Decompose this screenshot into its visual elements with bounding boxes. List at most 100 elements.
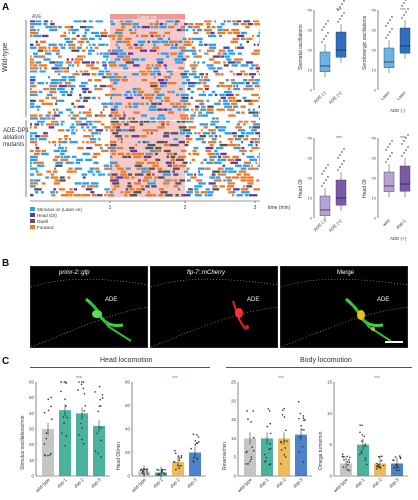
c-dot	[173, 460, 175, 463]
raster-seg	[61, 93, 66, 97]
c-dot	[302, 415, 305, 417]
raster-seg	[227, 182, 235, 185]
c-dot	[83, 410, 86, 412]
raster-seg	[104, 93, 111, 97]
box-outlier	[325, 167, 327, 169]
raster-seg	[193, 61, 196, 64]
raster-seg	[148, 167, 155, 170]
raster-seg	[213, 61, 221, 64]
raster-seg	[45, 25, 53, 29]
raster-seg	[212, 185, 218, 188]
raster-seg	[61, 140, 68, 144]
raster-seg	[209, 155, 217, 159]
box-outlier	[389, 155, 391, 157]
c-signif: ***	[172, 376, 178, 382]
raster-seg	[53, 111, 57, 114]
raster-seg	[158, 188, 165, 191]
raster-seg	[147, 191, 151, 194]
raster-seg	[153, 43, 156, 46]
raster-seg	[218, 135, 222, 138]
raster-seg	[217, 167, 224, 170]
raster-seg	[128, 173, 133, 176]
raster-seg	[140, 34, 149, 38]
raster-seg	[64, 81, 71, 85]
raster-seg	[164, 31, 171, 35]
c-dot	[190, 447, 193, 450]
raster-seg	[50, 191, 55, 194]
raster-seg	[217, 158, 221, 161]
c-dot	[377, 463, 380, 466]
raster-seg	[186, 167, 190, 170]
raster-group-wildtype: Wild-type	[2, 42, 9, 72]
raster-seg	[151, 102, 158, 105]
raster-seg	[198, 111, 202, 114]
raster-seg	[154, 25, 159, 29]
box-outlier	[323, 38, 325, 40]
c-xlabel: dop-2	[73, 477, 85, 489]
box-rect	[335, 179, 347, 206]
raster-seg	[188, 73, 197, 76]
c-dot	[84, 405, 87, 407]
raster-seg	[35, 105, 41, 108]
raster-seg	[174, 22, 178, 26]
c-dot	[266, 425, 269, 428]
c-dot	[284, 429, 287, 432]
raster-seg	[79, 93, 82, 97]
c-bar	[59, 410, 71, 476]
raster-seg	[163, 76, 169, 79]
raster-seg	[175, 93, 180, 97]
box-ytick: 0	[310, 216, 313, 221]
raster-seg	[175, 61, 184, 64]
raster-seg	[82, 140, 85, 144]
raster-seg	[79, 117, 87, 120]
raster-seg	[172, 161, 175, 164]
c-dot	[196, 434, 198, 436]
raster-seg	[227, 138, 234, 141]
raster-seg	[30, 43, 34, 46]
raster-seg	[123, 93, 128, 97]
raster-seg	[45, 52, 52, 55]
raster-seg	[136, 87, 141, 91]
raster-seg	[178, 126, 187, 129]
raster-seg	[159, 22, 164, 26]
c-dot	[160, 471, 163, 473]
raster-seg	[199, 102, 205, 105]
raster-seg	[139, 70, 146, 73]
raster-seg	[35, 138, 37, 141]
c-dot	[192, 459, 195, 462]
raster-seg	[86, 126, 90, 129]
c-dot	[263, 461, 266, 463]
c-dot	[302, 461, 305, 463]
raster-seg	[197, 87, 203, 91]
c-dot	[380, 459, 383, 462]
raster-seg	[98, 96, 101, 100]
raster-seg	[227, 20, 232, 23]
raster-seg	[200, 161, 204, 164]
raster-seg	[154, 34, 161, 38]
micro-image-gfp	[30, 278, 150, 348]
raster-seg	[123, 114, 126, 117]
raster-seg	[81, 73, 91, 76]
c-dot	[360, 452, 363, 455]
raster-seg	[205, 146, 214, 150]
box-ytick: 20	[372, 176, 377, 181]
raster-seg	[147, 182, 156, 185]
c-xlabel: wild-type	[237, 477, 253, 493]
c-signif: ***	[374, 376, 380, 382]
c-dot	[247, 463, 249, 465]
raster-seg	[60, 149, 67, 153]
raster-seg	[50, 22, 55, 26]
raster-seg	[91, 73, 97, 76]
raster-seg	[30, 173, 35, 176]
raster-seg	[199, 73, 205, 76]
raster-seg	[255, 143, 258, 147]
raster-seg	[247, 22, 254, 26]
raster-seg	[86, 140, 89, 144]
c-dot	[298, 417, 300, 420]
raster-seg	[121, 22, 127, 26]
raster-seg	[216, 67, 223, 70]
raster-seg	[177, 155, 186, 159]
box-outlier	[391, 28, 393, 30]
c-dot	[269, 432, 272, 435]
raster-seg	[215, 73, 221, 76]
